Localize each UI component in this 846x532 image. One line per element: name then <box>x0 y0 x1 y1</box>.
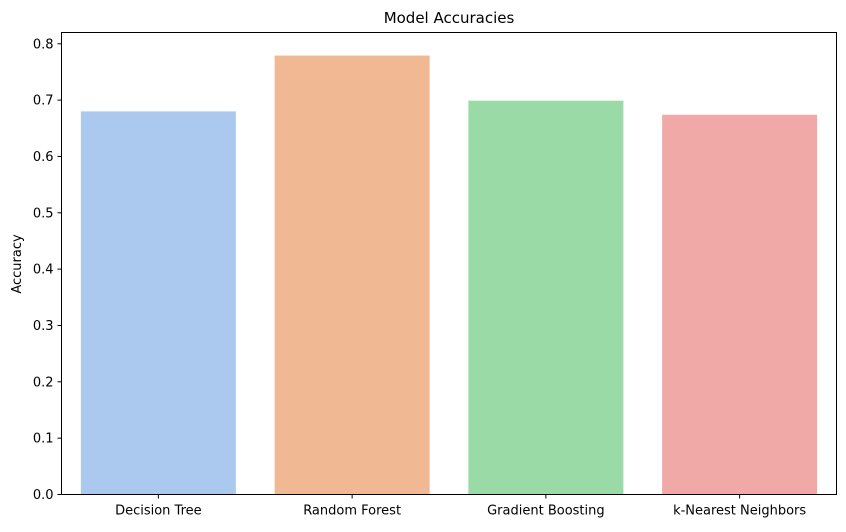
y-tick-label: 0.0 <box>33 488 54 503</box>
y-tick-label: 0.8 <box>33 37 54 52</box>
bar-decision-tree <box>80 111 236 495</box>
y-tick-label: 0.2 <box>33 375 54 390</box>
y-tick-label: 0.1 <box>33 432 54 447</box>
y-axis-label: Accuracy <box>10 234 25 294</box>
chart-title: Model Accuracies <box>384 9 515 27</box>
y-ticks-layer: 0.0 0.1 0.2 0.3 0.4 0.5 0.6 0.7 0.8 <box>33 37 62 503</box>
x-tick-label: k-Nearest Neighbors <box>673 504 806 519</box>
y-tick-label: 0.4 <box>33 263 54 278</box>
plot-area-frame <box>61 32 837 495</box>
x-tick-label: Decision Tree <box>115 504 202 519</box>
y-tick-label: 0.3 <box>33 319 54 334</box>
x-tick-label: Gradient Boosting <box>487 504 605 519</box>
bar-gradient-boosting <box>468 100 624 495</box>
bars-layer <box>80 55 818 495</box>
y-tick-label: 0.7 <box>33 94 54 109</box>
bar-random-forest <box>274 55 430 495</box>
x-ticks-layer: Decision Tree Random Forest Gradient Boost… <box>115 494 806 519</box>
x-tick-label: Random Forest <box>303 504 401 519</box>
bar-k-nearest-neighbors <box>662 114 818 495</box>
y-tick-label: 0.5 <box>33 206 54 221</box>
y-tick-label: 0.6 <box>33 150 54 165</box>
